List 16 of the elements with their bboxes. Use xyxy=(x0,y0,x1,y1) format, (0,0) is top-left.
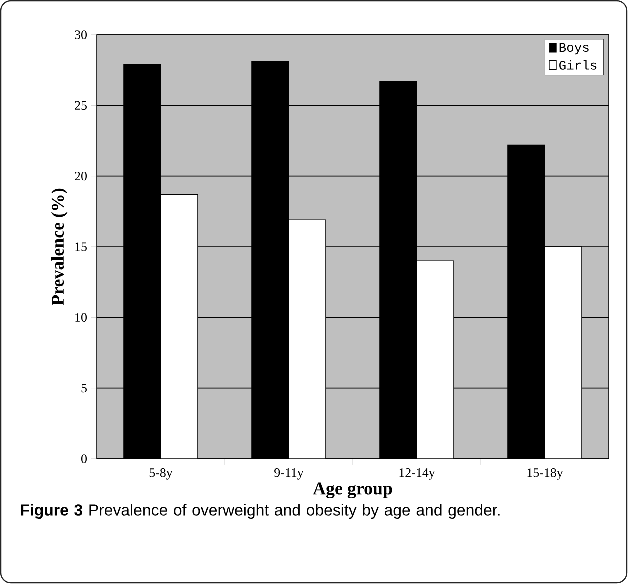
x-tick-label: 12-14y xyxy=(400,468,436,480)
x-tick-label: 15-18y xyxy=(528,468,564,480)
y-tick-label: 5 xyxy=(82,384,87,393)
y-tick-label: 10 xyxy=(76,313,87,322)
x-axis-title: Age group xyxy=(313,482,392,499)
x-tick-label: 5-8y xyxy=(150,468,173,480)
text: Figure 3 Prevalence of overweight and obesity by age and gender. xyxy=(21,504,500,520)
legend-label: Girls xyxy=(560,60,597,70)
y-axis-title: Prevalence (%) xyxy=(51,188,68,306)
x-tick-label: 9-11y xyxy=(274,468,304,480)
y-tick-label: 25 xyxy=(75,101,87,110)
y-tick-label: 0 xyxy=(82,454,87,464)
y-tick-label: 20 xyxy=(75,172,87,181)
legend-label: Boys xyxy=(560,43,589,55)
y-tick-label: 30 xyxy=(75,30,87,40)
y-tick-label: 15 xyxy=(76,242,87,252)
